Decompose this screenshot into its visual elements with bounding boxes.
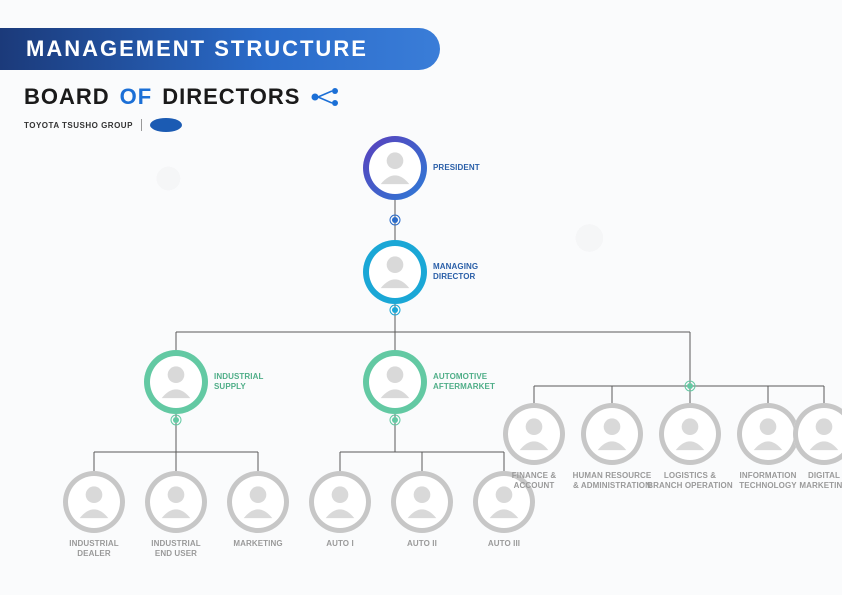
org-node-hr: HUMAN RESOURCE & ADMINISTRATION — [581, 403, 643, 465]
node-label: AUTO III — [459, 539, 549, 549]
title-banner: MANAGEMENT STRUCTURE — [0, 28, 440, 70]
subtitle-word-2: OF — [120, 84, 153, 110]
node-label: FINANCE & ACCOUNT — [489, 471, 579, 490]
subtitle-word-3: DIRECTORS — [162, 84, 300, 110]
org-node-president: PRESIDENT — [363, 136, 480, 200]
org-node-industrial: INDUSTRIAL SUPPLY — [144, 350, 263, 414]
org-node-marketing: MARKETING — [227, 471, 289, 533]
connector-icon — [310, 87, 346, 107]
node-label: DIGITAL MARKETING — [779, 471, 842, 490]
group-name: TOYOTA TSUSHO GROUP — [24, 121, 133, 130]
subtitle-word-1: BOARD — [24, 84, 110, 110]
subtitle: BOARD OF DIRECTORS — [24, 84, 346, 110]
banner-title: MANAGEMENT STRUCTURE — [26, 36, 368, 62]
org-node-ind_dealer: INDUSTRIAL DEALER — [63, 471, 125, 533]
node-label: INDUSTRIAL END USER — [131, 539, 221, 558]
org-node-managing: MANAGING DIRECTOR — [363, 240, 478, 304]
avatar-icon: AUTO II — [391, 471, 453, 533]
avatar-icon — [363, 350, 427, 414]
avatar-icon: DIGITAL MARKETING — [793, 403, 842, 465]
org-node-digital: DIGITAL MARKETING — [793, 403, 842, 465]
org-node-automotive: AUTOMOTIVE AFTERMARKET — [363, 350, 495, 414]
avatar-icon: FINANCE & ACCOUNT — [503, 403, 565, 465]
org-node-it: INFORMATION TECHNOLOGY — [737, 403, 799, 465]
node-label: MANAGING DIRECTOR — [433, 262, 478, 281]
logo-divider — [141, 119, 142, 131]
org-node-ind_enduser: INDUSTRIAL END USER — [145, 471, 207, 533]
avatar-icon: LOGISTICS & BRANCH OPERATION — [659, 403, 721, 465]
avatar-icon: HUMAN RESOURCE & ADMINISTRATION — [581, 403, 643, 465]
avatar-icon — [363, 240, 427, 304]
node-label: AUTO II — [377, 539, 467, 549]
avatar-icon: INDUSTRIAL END USER — [145, 471, 207, 533]
node-label: AUTO I — [295, 539, 385, 549]
avatar-icon: AUTO I — [309, 471, 371, 533]
brand-logo-icon — [150, 118, 182, 132]
avatar-icon: MARKETING — [227, 471, 289, 533]
company-logos: TOYOTA TSUSHO GROUP — [24, 118, 182, 132]
node-label: INDUSTRIAL SUPPLY — [214, 372, 263, 391]
org-node-auto2: AUTO II — [391, 471, 453, 533]
node-label: AUTOMOTIVE AFTERMARKET — [433, 372, 495, 391]
node-label: INDUSTRIAL DEALER — [49, 539, 139, 558]
avatar-icon: INDUSTRIAL DEALER — [63, 471, 125, 533]
org-node-auto1: AUTO I — [309, 471, 371, 533]
node-label: HUMAN RESOURCE & ADMINISTRATION — [567, 471, 657, 490]
avatar-icon — [144, 350, 208, 414]
org-node-logistics: LOGISTICS & BRANCH OPERATION — [659, 403, 721, 465]
avatar-icon: INFORMATION TECHNOLOGY — [737, 403, 799, 465]
node-label: MARKETING — [213, 539, 303, 549]
avatar-icon — [363, 136, 427, 200]
node-label: LOGISTICS & BRANCH OPERATION — [645, 471, 735, 490]
org-node-finance: FINANCE & ACCOUNT — [503, 403, 565, 465]
node-label: PRESIDENT — [433, 163, 480, 173]
